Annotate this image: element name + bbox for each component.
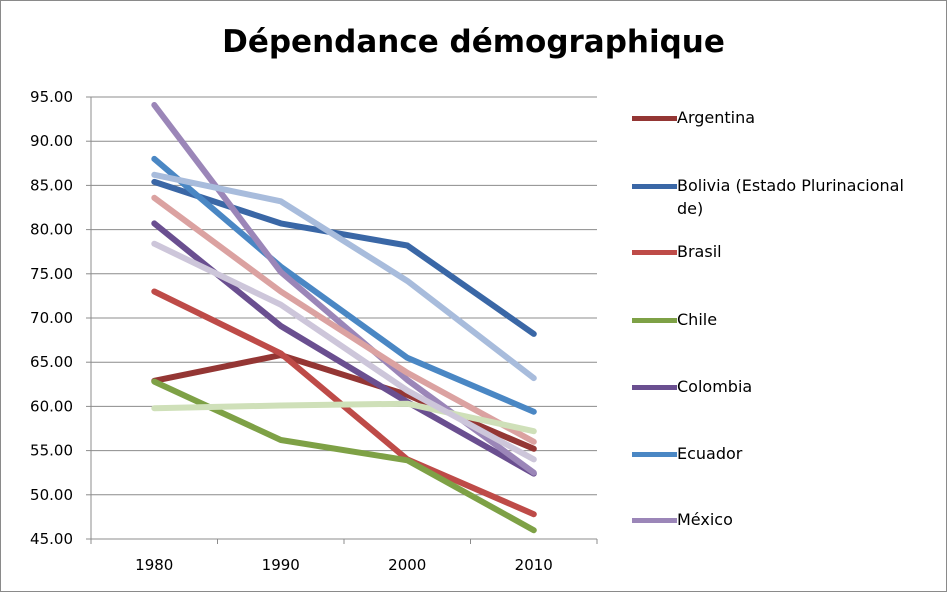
y-tick-label: 65.00 bbox=[30, 353, 73, 371]
x-tick-label: 2010 bbox=[515, 556, 553, 574]
legend-swatch bbox=[632, 385, 677, 390]
legend-label: Brasil bbox=[677, 242, 722, 261]
series-line-ecuador bbox=[151, 155, 537, 415]
series-line-unlabeled-9 bbox=[151, 400, 537, 435]
y-tick-label: 55.00 bbox=[30, 442, 73, 460]
legend-swatch bbox=[632, 250, 677, 255]
y-tick-label: 45.00 bbox=[30, 530, 73, 548]
legend-swatch bbox=[632, 318, 677, 323]
legend-label: Bolivia (Estado Plurinacional de) bbox=[677, 176, 904, 218]
legend-label: Argentina bbox=[677, 108, 756, 127]
legend-item: Bolivia (Estado Plurinacional de) bbox=[632, 174, 932, 220]
legend-item: Ecuador bbox=[632, 442, 932, 465]
y-tick-label: 70.00 bbox=[30, 309, 73, 327]
x-tick-label: 2000 bbox=[388, 556, 426, 574]
legend-swatch bbox=[632, 518, 677, 523]
y-tick-label: 80.00 bbox=[30, 221, 73, 239]
series-line-unlabeled-8 bbox=[151, 194, 537, 445]
legend-label: México bbox=[677, 510, 733, 529]
legend-label: Ecuador bbox=[677, 444, 743, 463]
y-tick-label: 60.00 bbox=[30, 397, 73, 415]
series-line-bolivia-estado-plurinacional-de bbox=[151, 178, 537, 337]
y-tick-label: 85.00 bbox=[30, 176, 73, 194]
series-line-unlabeled-7 bbox=[151, 171, 537, 382]
legend-item: Colombia bbox=[632, 375, 932, 398]
x-tick-label: 1980 bbox=[135, 556, 173, 574]
legend-label: Chile bbox=[677, 310, 718, 329]
legend-swatch bbox=[632, 184, 677, 189]
legend-item: Argentina bbox=[632, 106, 932, 129]
y-tick-label: 95.00 bbox=[30, 88, 73, 106]
legend-swatch bbox=[632, 116, 677, 121]
series-line-chile bbox=[151, 378, 537, 534]
legend-item: Chile bbox=[632, 308, 932, 331]
y-tick-label: 75.00 bbox=[30, 265, 73, 283]
legend-item: México bbox=[632, 508, 932, 531]
y-tick-label: 50.00 bbox=[30, 486, 73, 504]
legend-item: Brasil bbox=[632, 240, 932, 263]
x-tick-label: 1990 bbox=[262, 556, 300, 574]
y-tick-label: 90.00 bbox=[30, 132, 73, 150]
chart-title: Dépendance démographique bbox=[222, 24, 725, 60]
legend-label: Colombia bbox=[677, 377, 753, 396]
legend-swatch bbox=[632, 452, 677, 457]
series-line-unlabeled-10 bbox=[151, 240, 537, 463]
